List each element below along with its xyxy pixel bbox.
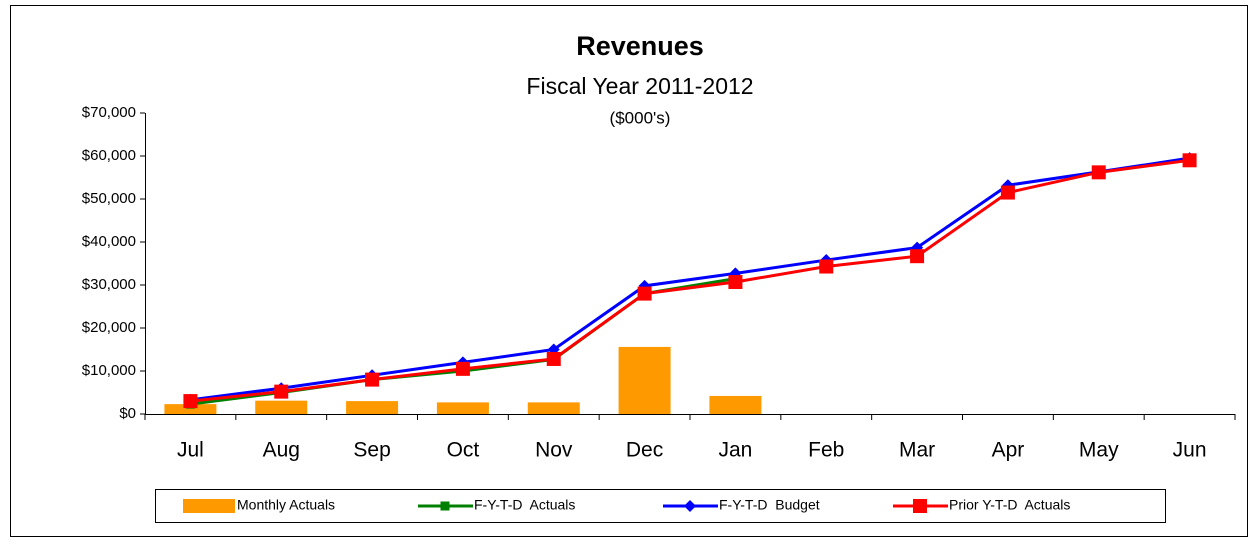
legend-box (155, 489, 1166, 523)
marker (455, 361, 470, 376)
marker (1091, 165, 1106, 180)
y-tick-label: $10,000 (82, 362, 136, 379)
legend-label: F-Y-T-D Budget (719, 497, 820, 513)
x-tick-label: Aug (263, 439, 300, 462)
line (190, 158, 1190, 403)
x-tick-label: Oct (447, 439, 480, 462)
x-tick-label: Apr (992, 439, 1025, 462)
bar (527, 402, 580, 414)
legend-label: Prior Y-T-D Actuals (949, 497, 1070, 513)
y-tick-label: $70,000 (82, 104, 136, 121)
legend-marker (684, 500, 696, 512)
legend-label: Monthly Actuals (237, 497, 335, 513)
bar (618, 346, 671, 414)
y-tick-label: $60,000 (82, 147, 136, 164)
legend-swatch (183, 499, 235, 513)
bar (164, 404, 217, 414)
x-tick-label: Mar (899, 439, 935, 462)
legend-marker (913, 499, 927, 513)
marker (910, 249, 925, 264)
x-tick-label: Jul (177, 439, 204, 462)
marker (819, 259, 834, 274)
y-tick-label: $30,000 (82, 276, 136, 293)
x-tick-label: Jun (1173, 439, 1207, 462)
y-tick-label: $40,000 (82, 233, 136, 250)
bar (436, 402, 489, 414)
marker (1000, 185, 1015, 200)
marker (365, 372, 380, 387)
line (190, 156, 1190, 402)
bar (346, 401, 399, 414)
y-tick-label: $20,000 (82, 319, 136, 336)
legend-marker (440, 501, 450, 511)
chart-title: Revenues (576, 31, 704, 61)
x-tick-label: Feb (808, 439, 844, 462)
x-tick-label: Jan (718, 439, 752, 462)
unit-note: ($000's) (610, 108, 671, 127)
chart-subtitle: Fiscal Year 2011-2012 (526, 73, 753, 99)
marker (637, 286, 652, 301)
x-tick-label: Sep (353, 439, 390, 462)
marker (1182, 153, 1197, 168)
legend-label: F-Y-T-D Actuals (474, 497, 575, 513)
bar (255, 400, 308, 414)
marker (728, 274, 743, 289)
bar (709, 395, 762, 414)
marker (546, 351, 561, 366)
marker (183, 394, 198, 409)
x-tick-label: Dec (626, 439, 663, 462)
chart-border (10, 5, 1248, 537)
x-tick-label: Nov (535, 439, 573, 462)
x-tick-label: May (1079, 439, 1119, 462)
y-tick-label: $50,000 (82, 190, 136, 207)
marker (274, 384, 289, 399)
y-tick-label: $0 (119, 405, 136, 422)
